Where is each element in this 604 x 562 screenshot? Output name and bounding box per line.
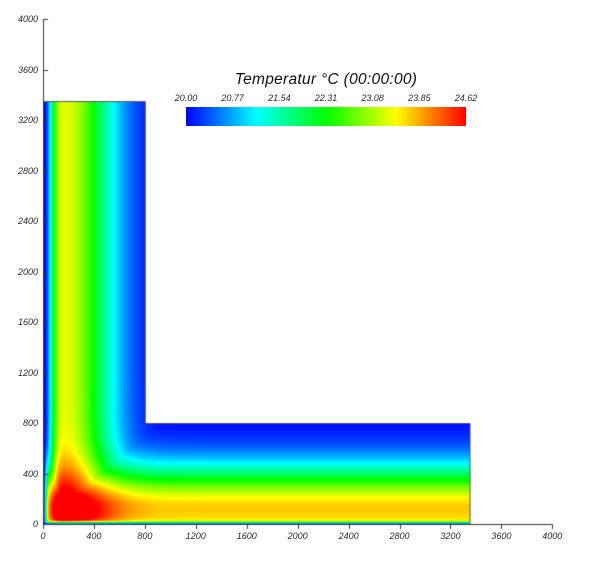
legend-colorbar [186, 107, 466, 126]
y-tick-label: 1200 [17, 367, 38, 378]
legend-tick-label: 20.77 [221, 93, 244, 103]
legend-tick-label: 21.54 [268, 93, 291, 103]
y-tick-label: 4000 [17, 14, 38, 24]
x-tick-label: 400 [86, 531, 102, 541]
y-tick-label: 3200 [17, 115, 38, 125]
y-tick-label: 2000 [17, 266, 38, 277]
x-tick-label: 0 [40, 531, 46, 541]
legend-tick-label: 20.00 [174, 93, 198, 103]
y-tick-label: 2800 [17, 165, 38, 176]
legend-tick-label: 22.31 [314, 93, 338, 103]
y-tick-label: 3600 [17, 64, 38, 75]
y-tick-label: 0 [32, 519, 38, 529]
x-tick-label: 800 [137, 531, 153, 541]
x-tick-label: 1200 [185, 531, 206, 541]
y-tick-label: 400 [22, 468, 38, 479]
legend-tick-label: 23.85 [408, 93, 431, 103]
legend-tick-label: 24.62 [454, 93, 478, 103]
x-tick-label: 2000 [287, 531, 308, 541]
y-tick-label: 1600 [17, 317, 38, 327]
legend-title: Temperatur °C (00:00:00) [234, 71, 418, 88]
y-tick-label: 2400 [17, 216, 38, 226]
legend-tick-label: 23.08 [361, 93, 384, 103]
x-tick-label: 4000 [542, 531, 563, 541]
x-tick-label: 2800 [389, 531, 410, 541]
x-tick-label: 3200 [440, 531, 461, 541]
y-tick-label: 800 [22, 418, 38, 428]
x-tick-label: 3600 [491, 531, 512, 541]
x-tick-label: 1600 [236, 531, 257, 541]
x-tick-label: 2400 [338, 531, 359, 541]
